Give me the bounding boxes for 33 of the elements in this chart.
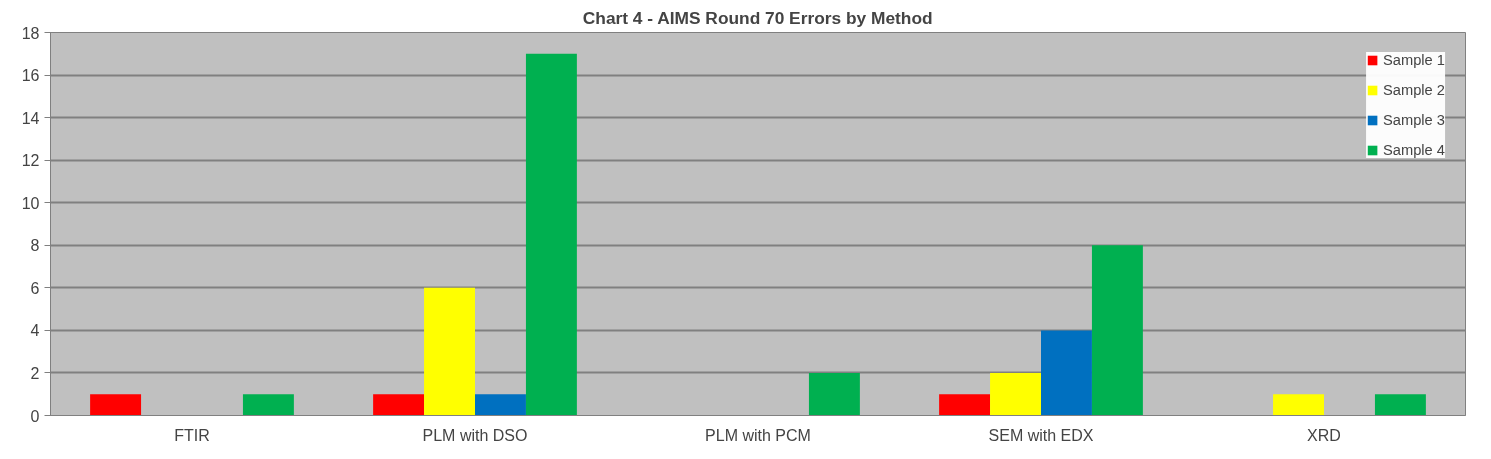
bar — [990, 372, 1041, 416]
bar — [373, 394, 425, 416]
y-tick-label: 2 — [30, 364, 40, 382]
bar — [525, 53, 577, 416]
x-tick-label: XRD — [1307, 426, 1341, 444]
x-tick-label: SEM with EDX — [988, 426, 1094, 444]
bar — [242, 394, 294, 416]
y-tick-label: 18 — [21, 24, 40, 42]
x-tick-label: FTIR — [174, 426, 210, 444]
x-tick-label: PLM with DSO — [422, 426, 528, 444]
y-tick-label: 0 — [30, 407, 40, 425]
bar — [1091, 245, 1143, 416]
y-tick-label: 8 — [30, 237, 40, 255]
y-tick-label: 6 — [30, 279, 40, 297]
y-tick-label: 10 — [21, 194, 40, 212]
y-tick-label: 14 — [21, 109, 40, 127]
bar — [1273, 394, 1324, 416]
y-tick-label: 16 — [21, 67, 40, 85]
legend-label: Sample 1 — [1383, 52, 1445, 68]
bar — [939, 394, 991, 416]
legend-label: Sample 2 — [1383, 82, 1445, 98]
bar — [808, 372, 860, 416]
bar — [1041, 330, 1092, 416]
y-tick-label: 4 — [30, 322, 40, 340]
bar — [424, 287, 475, 416]
chart-title: Chart 4 - AIMS Round 70 Errors by Method — [582, 7, 933, 28]
legend-label: Sample 3 — [1383, 112, 1445, 128]
bar — [90, 394, 142, 416]
legend-label: Sample 4 — [1383, 142, 1445, 158]
bar — [1374, 394, 1426, 416]
x-tick-label: PLM with PCM — [705, 426, 811, 444]
bar — [475, 394, 526, 416]
y-tick-label: 12 — [21, 152, 40, 170]
